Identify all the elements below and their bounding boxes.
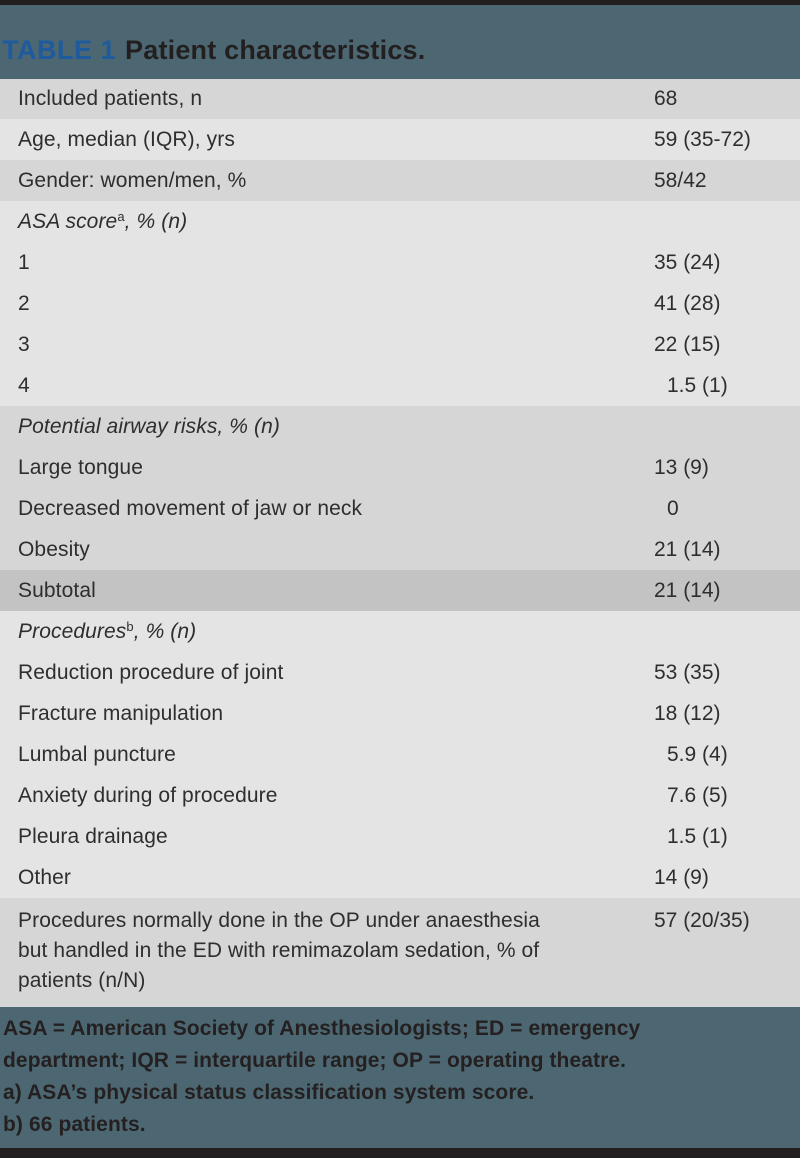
bottom-border-rule (0, 1148, 800, 1158)
row-label: 4 (18, 374, 30, 397)
table-number-label: TABLE 1 (2, 35, 117, 65)
table-title: Patient characteristics. (125, 35, 426, 65)
table-row: Included patients, n 68 (0, 79, 800, 119)
table-row: Lumbal puncture 5.9 (4) (0, 734, 800, 775)
row-value: 22 (15) (654, 333, 721, 356)
row-label: Included patients, n (18, 87, 203, 110)
row-value: 1.5 (1) (667, 374, 728, 397)
row-label: Age, median (IQR), yrs (18, 128, 235, 151)
table-header-band: TABLE 1 Patient characteristics. (0, 5, 800, 79)
footnote-marker: b (126, 619, 134, 634)
row-label: Subtotal (18, 579, 96, 602)
table-row: Reduction procedure of joint 53 (35) (0, 652, 800, 693)
row-label: Fracture manipulation (18, 702, 224, 725)
row-label: Proceduresb, % (n) (18, 619, 197, 643)
row-label-line: patients (n/N) (18, 969, 146, 992)
row-value: 35 (24) (654, 251, 721, 274)
table-row: 4 1.5 (1) (0, 365, 800, 406)
table-section-header-row: ASA scorea, % (n) (0, 201, 800, 242)
row-value: 21 (14) (654, 579, 721, 602)
row-value: 14 (9) (654, 866, 709, 889)
table-row: Subtotal 21 (14) (0, 570, 800, 611)
row-label: 2 (18, 292, 30, 315)
row-label-line: Procedures normally done in the OP under… (18, 909, 540, 932)
row-value: 5.9 (4) (667, 743, 728, 766)
row-label: ASA scorea, % (n) (18, 209, 188, 233)
table-row: Anxiety during of procedure 7.6 (5) (0, 775, 800, 816)
row-label: Decreased movement of jaw or neck (18, 497, 363, 520)
table-row: 3 22 (15) (0, 324, 800, 365)
row-value: 59 (35-72) (654, 128, 751, 151)
footnote-abbreviations-line2: department; IQR = interquartile range; O… (3, 1049, 627, 1072)
footnotes-block: ASA = American Society of Anesthesiologi… (0, 1007, 800, 1148)
table-row: 2 41 (28) (0, 283, 800, 324)
table-row: Gender: women/men, % 58/42 (0, 160, 800, 201)
row-label: Obesity (18, 538, 90, 561)
table-section-header-row: Potential airway risks, % (n) (0, 406, 800, 447)
row-value: 68 (654, 87, 678, 110)
table-row: Other 14 (9) (0, 857, 800, 898)
row-label: Large tongue (18, 456, 143, 479)
row-label-line: but handled in the ED with remimazolam s… (18, 939, 540, 962)
row-value: 53 (35) (654, 661, 721, 684)
row-value: 1.5 (1) (667, 825, 728, 848)
footnote-b: b) 66 patients. (3, 1113, 146, 1136)
top-border-rule (0, 0, 800, 5)
table-body: Included patients, n 68 Age, median (IQR),… (0, 79, 800, 1007)
row-value: 57 (20/35) (654, 909, 750, 932)
table-row: Fracture manipulation 18 (12) (0, 693, 800, 734)
row-label: Potential airway risks, % (n) (18, 415, 280, 438)
row-label: Lumbal puncture (18, 743, 176, 766)
table-row: Decreased movement of jaw or neck 0 (0, 488, 800, 529)
row-value: 0 (667, 497, 679, 520)
row-label: Gender: women/men, % (18, 169, 247, 192)
row-value: 58/42 (654, 169, 707, 192)
table-row: Pleura drainage 1.5 (1) (0, 816, 800, 857)
row-value: 41 (28) (654, 292, 721, 315)
row-label: 3 (18, 333, 30, 356)
row-value: 7.6 (5) (667, 784, 728, 807)
row-value: 13 (9) (654, 456, 709, 479)
row-label: 1 (18, 251, 30, 274)
table-row: Obesity 21 (14) (0, 529, 800, 570)
row-label: Reduction procedure of joint (18, 661, 284, 684)
table-row-multiline: Procedures normally done in the OP under… (0, 898, 800, 1007)
table-row: 1 35 (24) (0, 242, 800, 283)
table-row: Age, median (IQR), yrs 59 (35-72) (0, 119, 800, 160)
row-label: Pleura drainage (18, 825, 168, 848)
row-label: Procedures normally done in the OP under… (0, 906, 648, 996)
footnote-abbreviations-line1: ASA = American Society of Anesthesiologi… (3, 1017, 641, 1040)
row-value: 18 (12) (654, 702, 721, 725)
footnote-a: a) ASA’s physical status classification … (3, 1081, 535, 1104)
row-label: Anxiety during of procedure (18, 784, 278, 807)
table-section-header-row: Proceduresb, % (n) (0, 611, 800, 652)
table-row: Large tongue 13 (9) (0, 447, 800, 488)
footnote-marker: a (117, 209, 125, 224)
row-value: 21 (14) (654, 538, 721, 561)
row-label: Other (18, 866, 72, 889)
